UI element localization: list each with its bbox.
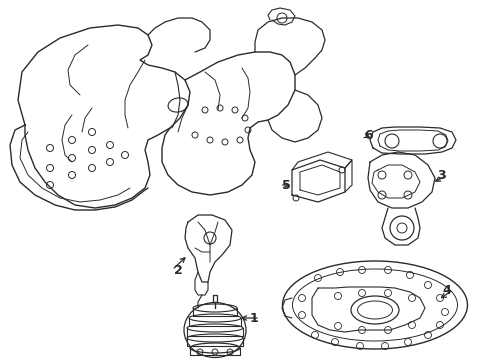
Text: 4: 4 bbox=[442, 284, 450, 297]
Text: 1: 1 bbox=[249, 311, 258, 324]
Text: 6: 6 bbox=[364, 129, 372, 141]
Text: 5: 5 bbox=[281, 179, 290, 192]
Text: 3: 3 bbox=[437, 168, 446, 181]
Text: 2: 2 bbox=[173, 264, 182, 276]
